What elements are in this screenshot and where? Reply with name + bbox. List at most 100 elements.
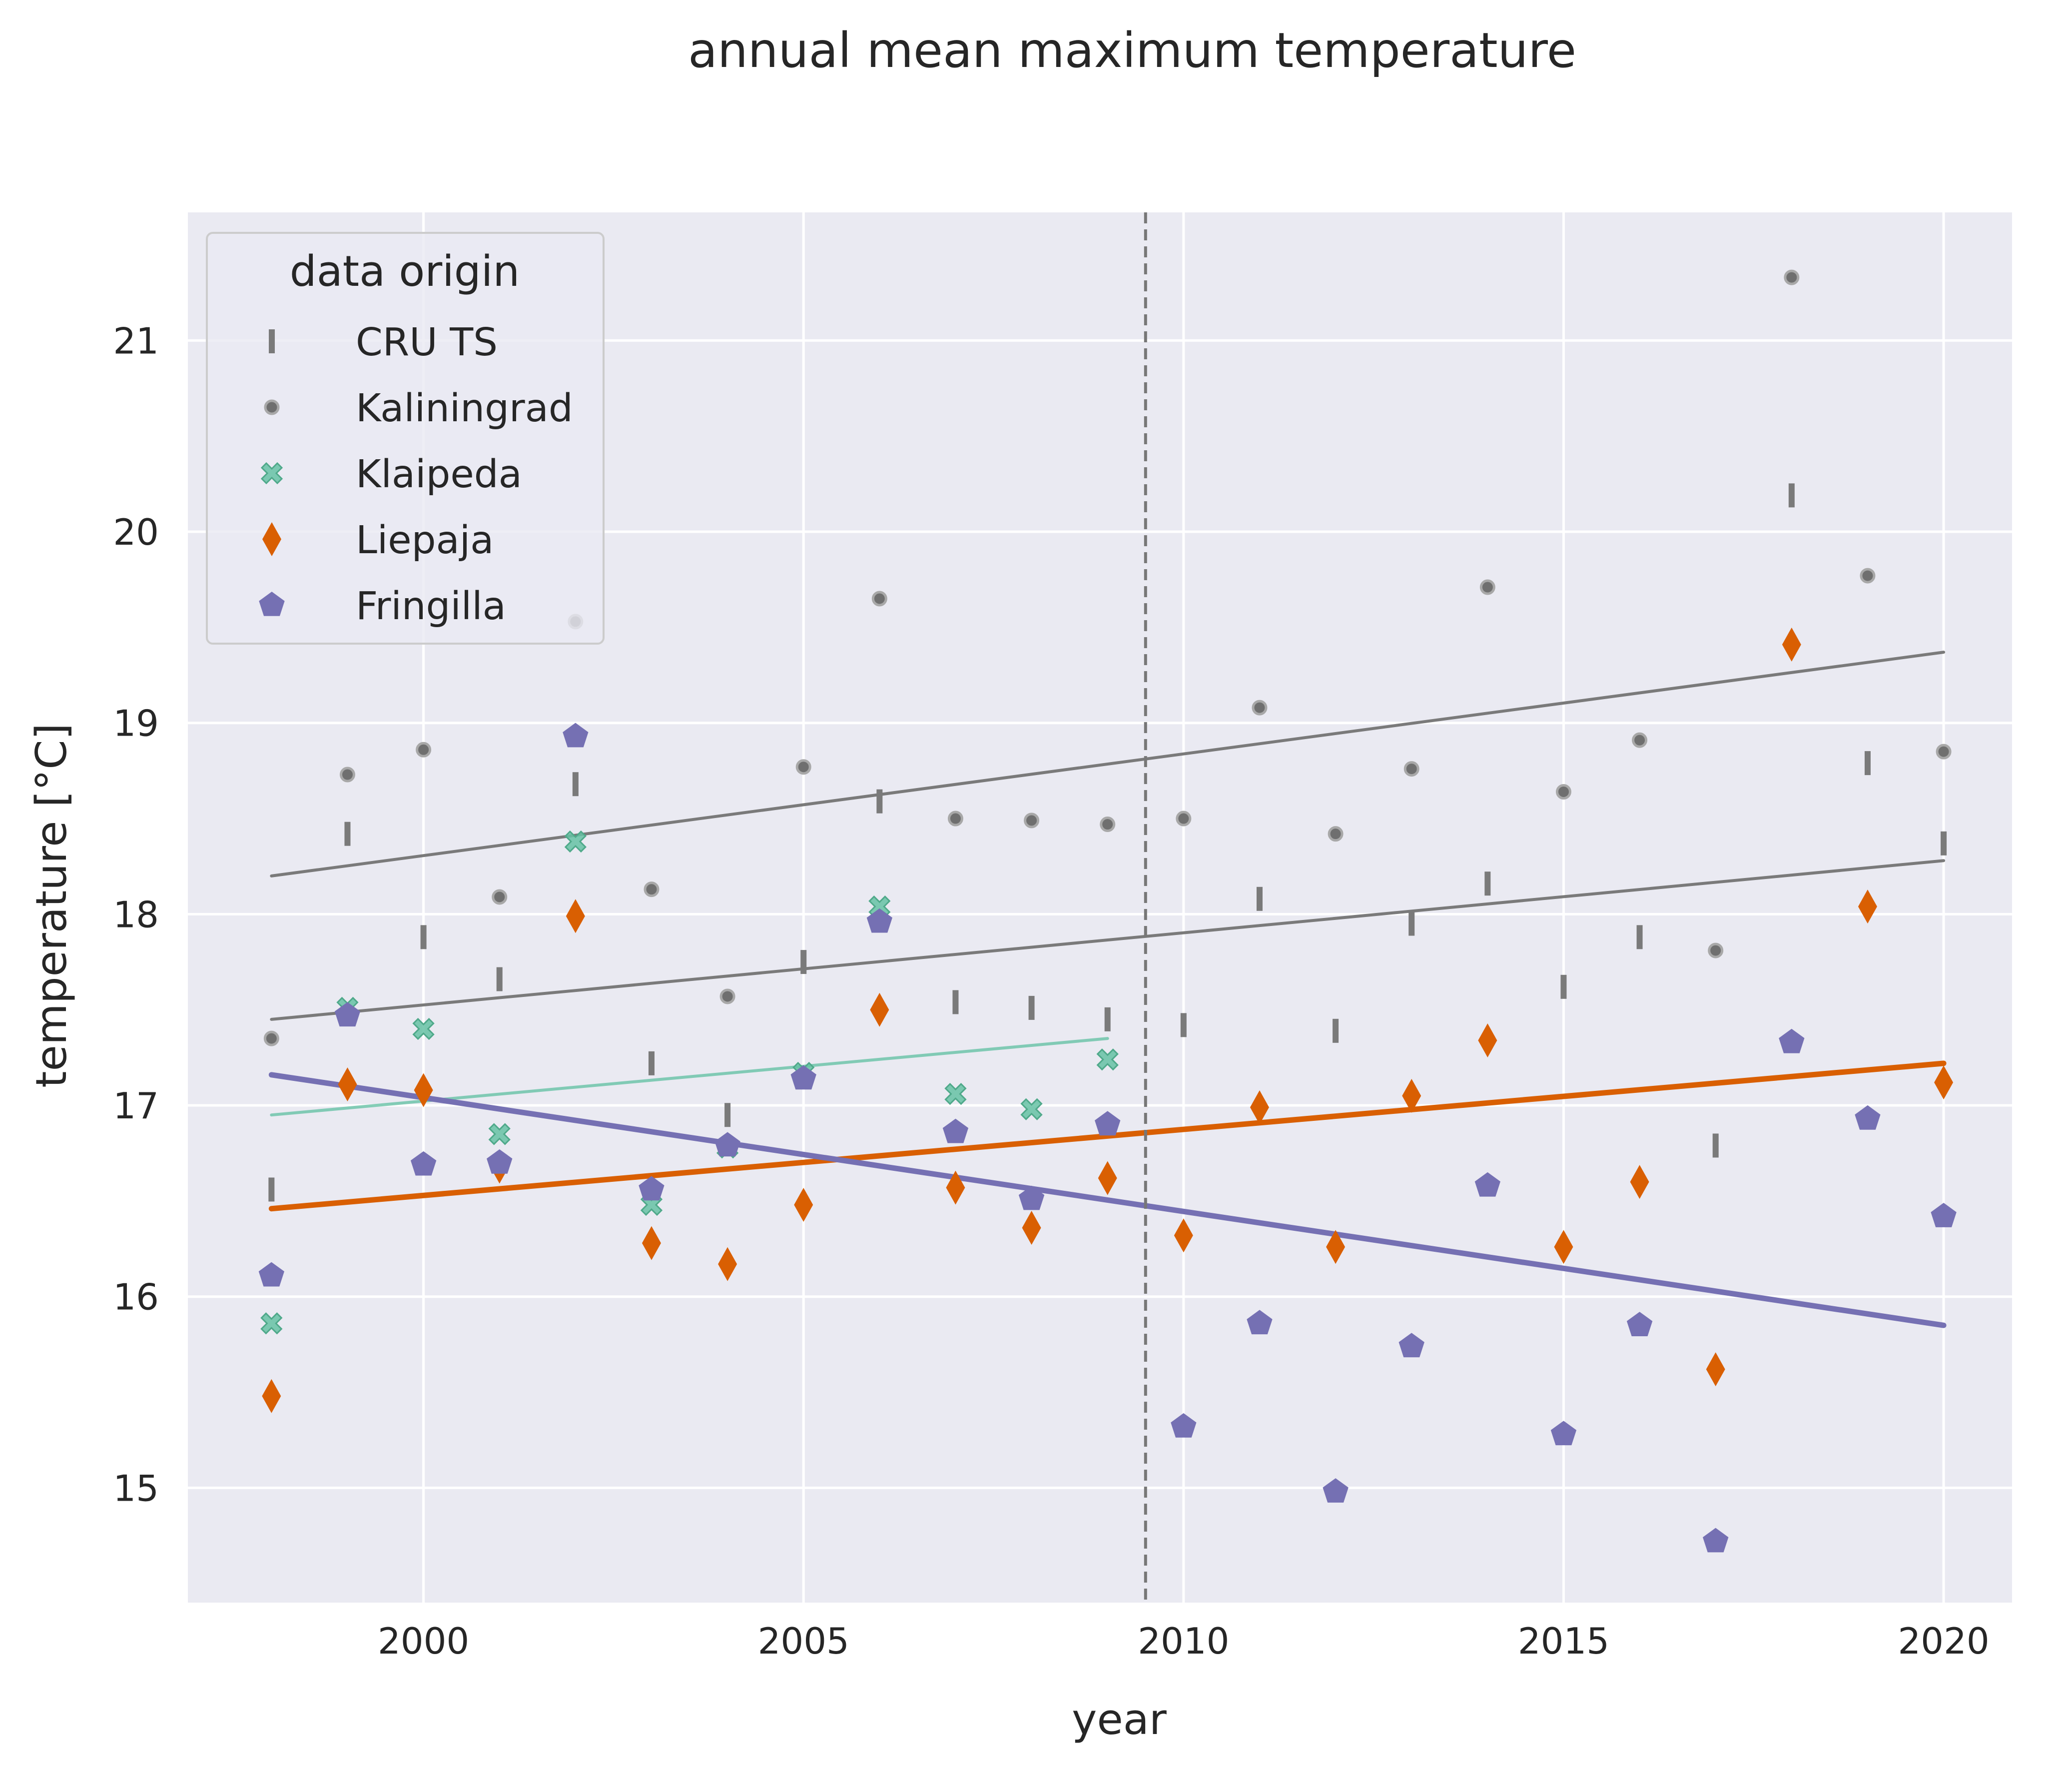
x-axis-label: year — [1072, 1695, 1167, 1745]
data-point — [1479, 579, 1495, 595]
data-point — [944, 1082, 967, 1105]
data-point — [1550, 1421, 1577, 1446]
data-point — [642, 1226, 661, 1260]
data-point — [942, 1118, 969, 1143]
data-point — [1560, 974, 1567, 999]
y-axis-label: temperature [°C] — [27, 723, 76, 1087]
data-point — [1555, 784, 1571, 800]
y-tick-label: 21 — [113, 320, 159, 362]
data-point — [648, 1051, 655, 1075]
trend-line — [268, 1072, 1947, 1328]
data-point — [800, 950, 807, 974]
data-point — [718, 1247, 737, 1281]
data-point — [1180, 1013, 1187, 1037]
data-point — [566, 899, 585, 933]
legend-marker — [269, 329, 275, 353]
data-point — [866, 908, 892, 933]
chart-title: annual mean maximum temperature — [688, 22, 1576, 78]
data-point — [1403, 761, 1419, 777]
data-point — [414, 1073, 433, 1107]
data-point — [344, 822, 351, 846]
data-point — [1484, 872, 1491, 896]
data-point — [1402, 1078, 1421, 1113]
legend-marker — [264, 399, 280, 415]
trend-lines — [268, 651, 1947, 1328]
data-point — [947, 811, 963, 827]
data-point — [1630, 1165, 1649, 1199]
data-point — [260, 1312, 283, 1335]
legend-label: Klaipeda — [356, 452, 522, 497]
data-point — [1779, 1028, 1805, 1053]
y-tick-label: 15 — [113, 1467, 159, 1509]
data-point — [1250, 1090, 1269, 1124]
x-tick-label: 2015 — [1518, 1620, 1609, 1662]
legend-items: CRU TS Kaliningrad Klaipeda Liepaja Fringill… — [259, 320, 573, 629]
y-tick-label: 20 — [113, 511, 159, 553]
data-point — [719, 988, 735, 1004]
data-point — [644, 882, 660, 897]
legend-marker — [262, 522, 281, 556]
legend: data origin CRU TS Kaliningrad Klaipeda Lie… — [206, 232, 605, 645]
data-point — [572, 772, 579, 797]
data-point — [1408, 911, 1415, 936]
data-points — [258, 269, 1957, 1553]
data-point — [1398, 1333, 1424, 1358]
data-point — [1104, 1007, 1111, 1031]
data-point — [1022, 1210, 1041, 1245]
data-point — [794, 1188, 813, 1222]
data-point — [1098, 1161, 1117, 1195]
data-point — [870, 992, 889, 1027]
data-point — [410, 1151, 437, 1176]
x-tick-label: 2010 — [1138, 1620, 1229, 1662]
data-point — [1171, 1413, 1197, 1438]
data-point — [1712, 1133, 1719, 1158]
data-point — [1706, 1352, 1725, 1387]
data-point — [1858, 889, 1877, 924]
series-cru-ts — [268, 483, 1947, 1202]
data-point — [946, 1170, 965, 1205]
data-point — [1784, 269, 1800, 285]
data-point — [724, 1103, 731, 1127]
data-point — [420, 925, 427, 949]
data-point — [492, 889, 508, 905]
data-point — [1860, 568, 1876, 584]
data-point — [639, 1176, 665, 1201]
legend-label: Liepaja — [356, 518, 494, 563]
legend-marker — [259, 592, 285, 616]
data-point — [1478, 1023, 1497, 1057]
data-point — [1703, 1528, 1729, 1553]
data-point — [1626, 1312, 1653, 1336]
data-point — [1554, 1230, 1573, 1264]
data-point — [416, 742, 432, 758]
legend-marker — [260, 462, 283, 485]
data-point — [1632, 732, 1648, 748]
data-point — [412, 1017, 435, 1040]
data-point — [262, 1379, 281, 1413]
data-point — [1326, 1230, 1346, 1264]
data-point — [1256, 886, 1263, 911]
data-point — [1931, 1203, 1957, 1227]
data-point — [1028, 995, 1035, 1020]
data-point — [1708, 942, 1724, 958]
legend-label: CRU TS — [356, 320, 498, 365]
data-point — [1323, 1478, 1349, 1503]
data-point — [338, 1067, 357, 1101]
data-point — [1941, 831, 1947, 856]
data-point — [1247, 1310, 1273, 1335]
series-liepaja — [262, 627, 1954, 1413]
data-point — [563, 723, 589, 748]
x-tick-label: 2020 — [1898, 1620, 1989, 1662]
y-tick-label: 16 — [113, 1276, 159, 1318]
legend-label: Kaliningrad — [356, 386, 573, 431]
data-point — [1864, 751, 1871, 776]
data-point — [1024, 813, 1040, 829]
data-point — [1936, 744, 1952, 760]
data-point — [1176, 811, 1192, 827]
data-point — [876, 789, 883, 814]
data-point — [258, 1262, 284, 1287]
data-point — [1174, 1218, 1193, 1253]
trend-line — [270, 1037, 1109, 1117]
data-point — [1782, 627, 1801, 662]
data-point — [795, 759, 811, 775]
